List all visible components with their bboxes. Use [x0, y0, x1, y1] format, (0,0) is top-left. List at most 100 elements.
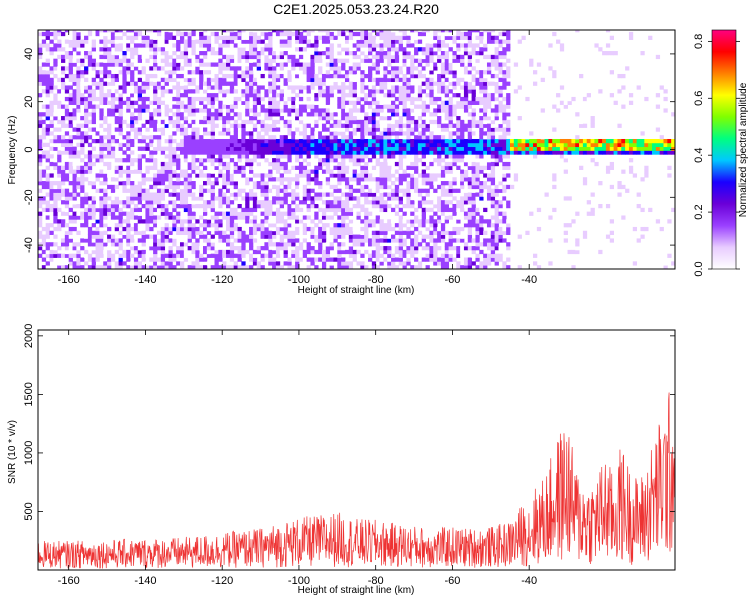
spectrogram-cell — [483, 81, 488, 86]
spectrogram-cell — [456, 93, 461, 98]
spectrogram-cell — [229, 226, 235, 232]
spectrogram-cell — [460, 123, 465, 128]
spectrogram-cell — [195, 257, 200, 262]
spectrogram-cell — [387, 142, 392, 148]
spectrogram-cell — [252, 177, 258, 182]
spectrogram-cell — [206, 200, 212, 205]
spectrogram-cell — [80, 93, 85, 98]
spectrogram-cell — [352, 196, 357, 201]
spectrogram-cell — [287, 39, 292, 44]
spectrogram-cell — [483, 184, 488, 190]
spectrogram-cell — [153, 135, 158, 140]
spectrogram-cell — [210, 73, 215, 79]
spectrogram-cell — [318, 219, 323, 224]
spectrogram-cell — [360, 135, 365, 140]
spectrogram-cell — [295, 219, 300, 224]
spectrogram-cell — [229, 188, 235, 193]
spectrogram-cell — [252, 257, 258, 262]
spectrogram-cell — [275, 192, 281, 197]
spectrogram-cell — [460, 77, 465, 83]
spectrogram-cell — [460, 169, 465, 174]
spectrogram-cell — [191, 184, 196, 190]
spectrogram-cell — [325, 73, 331, 79]
spectrogram-cell — [64, 192, 70, 197]
spectrogram-cell — [410, 89, 415, 94]
spectrogram-cell — [291, 238, 296, 243]
spectrogram-cell — [302, 150, 308, 155]
spectrogram-cell — [387, 138, 392, 144]
spectrogram-cell — [222, 89, 227, 94]
spectrogram-cell — [440, 238, 446, 243]
spectrogram-cell — [256, 173, 261, 178]
spectrogram-cell — [444, 253, 449, 258]
spectrogram-cell — [72, 154, 77, 159]
spectrogram-cell — [160, 211, 166, 216]
spectrogram-cell — [203, 39, 208, 44]
spectrogram-cell — [337, 47, 342, 52]
spectrogram-cell — [49, 173, 54, 178]
spectrogram-cell — [475, 116, 480, 121]
spectrogram-cell — [183, 89, 189, 94]
spectrogram-cell — [222, 253, 227, 258]
spectrogram-cell — [479, 138, 484, 144]
spectrogram-cell — [260, 85, 265, 90]
spectrogram-cell — [218, 234, 223, 239]
spectrogram-cell — [153, 62, 158, 67]
spectrogram-cell — [406, 135, 411, 140]
spectrogram-cell — [302, 39, 308, 44]
spectrogram-cell — [222, 54, 227, 60]
spectrogram-cell — [402, 249, 407, 255]
spectrogram-cell — [356, 96, 361, 102]
spectrogram-cell — [410, 30, 415, 33]
spectrogram-cell — [95, 138, 100, 144]
spectrogram-cell — [368, 142, 373, 148]
spectrogram-cell — [99, 138, 104, 144]
spectrogram-cell — [333, 81, 338, 86]
spectrogram-cell — [84, 165, 89, 170]
spectrogram-cell — [249, 238, 254, 243]
spectrogram-cell — [179, 154, 185, 159]
spectrogram-cell — [414, 146, 419, 151]
spectrogram-cell — [126, 169, 131, 174]
spectrogram-cell — [168, 138, 173, 144]
spectrogram-cell — [222, 249, 227, 255]
spectrogram-cell — [164, 238, 169, 243]
spectrogram-cell — [107, 30, 112, 33]
spectrogram-cell — [245, 146, 250, 151]
spectrogram-cell — [153, 100, 158, 105]
spectrogram-cell — [72, 116, 77, 121]
spectrogram-cell — [302, 47, 308, 52]
spectrogram-cell — [191, 81, 196, 86]
spectrogram-cell — [429, 66, 434, 71]
spectrogram-cell — [283, 196, 288, 201]
spectrogram-cell — [283, 188, 288, 193]
spectrogram-cell — [264, 93, 269, 98]
spectrogram-cell — [306, 30, 311, 33]
spectrogram-cell — [137, 131, 143, 136]
spectrogram-cell — [341, 138, 346, 144]
spectrogram-cell — [298, 39, 304, 44]
spectrogram-cell — [137, 246, 143, 251]
spectrogram-cell — [87, 165, 93, 170]
spectrogram-cell — [179, 123, 185, 128]
spectrogram-cell — [168, 177, 173, 182]
spectrogram-cell — [245, 81, 250, 86]
spectrogram-cell — [272, 226, 277, 232]
spectrogram-cell — [375, 138, 380, 144]
spectrogram-cell — [110, 96, 116, 102]
spectrogram-cell — [406, 234, 411, 239]
spectrogram-cell — [53, 219, 58, 224]
spectrogram-cell — [206, 39, 212, 44]
spectrogram-cell — [68, 165, 73, 170]
spectrogram-cell — [38, 223, 43, 228]
spectrogram-cell — [229, 246, 235, 251]
spectrogram-cell — [483, 257, 488, 262]
spectrogram-cell — [160, 127, 166, 132]
spectrogram-cell — [249, 119, 254, 125]
spectrogram-cell — [360, 108, 365, 113]
spectrogram-cell — [391, 73, 396, 79]
spectrogram-cell — [141, 242, 146, 247]
spectrogram-cell — [241, 238, 246, 243]
spectrogram-cell — [341, 123, 346, 128]
spectrogram-cell — [49, 223, 54, 228]
